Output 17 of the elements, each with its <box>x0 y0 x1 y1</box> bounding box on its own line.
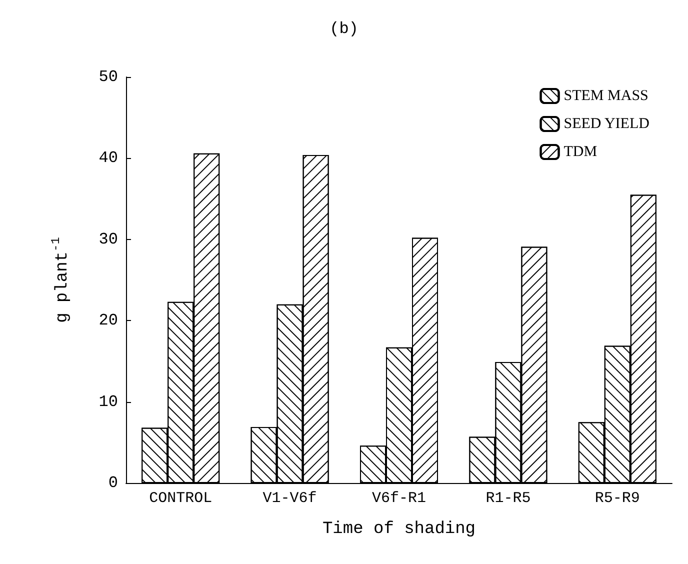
legend-label: SEED YIELD <box>564 116 650 132</box>
y-tick-label: 20 <box>98 312 118 330</box>
legend-label: STEM MASS <box>564 88 648 104</box>
x-tick-label: R1-R5 <box>486 490 531 507</box>
chart-title: (b) <box>330 20 358 38</box>
x-axis-title: Time of shading <box>322 520 476 539</box>
x-tick-label: R5-R9 <box>594 490 640 507</box>
y-tick-label: 50 <box>98 68 118 86</box>
x-tick-label: V1-V6f <box>262 490 317 507</box>
y-tick-label: 40 <box>98 149 118 168</box>
y-tick-label: 0 <box>108 474 118 492</box>
x-tick-label: V6f-R1 <box>372 490 426 507</box>
y-tick-label: 30 <box>98 230 118 248</box>
x-tick-label: CONTROL <box>149 490 212 507</box>
y-tick-label: 10 <box>98 392 118 411</box>
legend-label: TDM <box>564 144 598 160</box>
y-axis-title: g plant-1 <box>49 237 72 323</box>
